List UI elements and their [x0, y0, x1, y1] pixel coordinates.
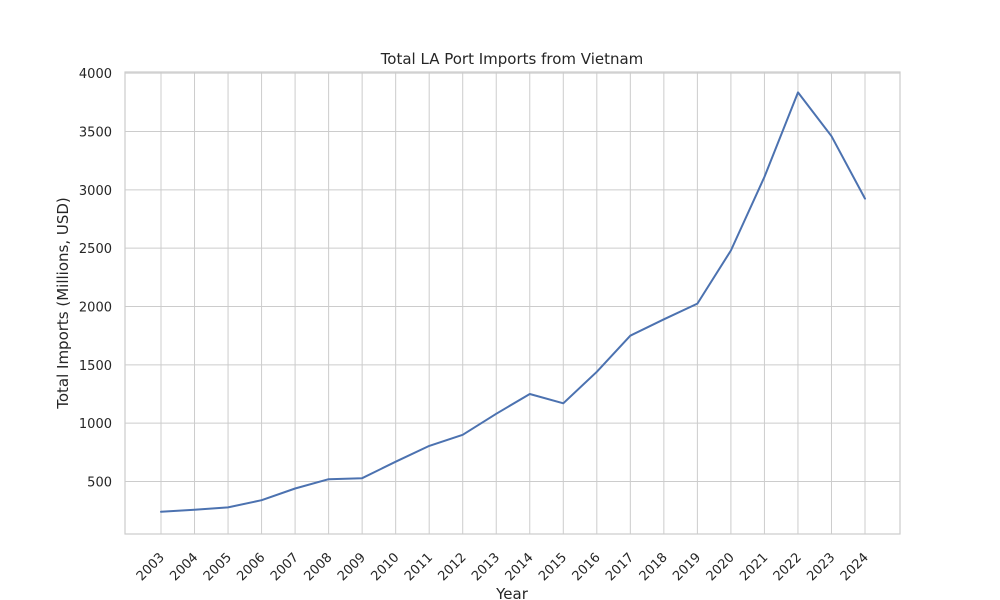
x-tick-label: 2004 [167, 550, 201, 584]
x-tick-label: 2012 [436, 550, 470, 584]
chart-title: Total LA Port Imports from Vietnam [380, 50, 644, 68]
x-tick-label: 2021 [737, 550, 771, 584]
x-tick-label: 2016 [570, 550, 604, 584]
x-tick-label: 2015 [536, 550, 570, 584]
series-line [160, 91, 866, 513]
x-tick-label: 2003 [134, 550, 168, 584]
y-tick-labels: 500 1000 1500 2000 2500 3000 3500 4000 [79, 67, 112, 490]
x-tick-label: 2007 [268, 550, 302, 584]
x-tick-label: 2020 [704, 550, 738, 584]
x-tick-label: 2005 [201, 550, 235, 584]
x-tick-label: 2014 [503, 550, 537, 584]
plot-frame [124, 71, 901, 535]
y-tick-label: 2500 [79, 242, 112, 257]
x-gridlines [160, 72, 866, 534]
y-tick-label: 500 [87, 476, 112, 491]
x-tick-label: 2018 [637, 550, 671, 584]
x-tick-label: 2006 [234, 550, 268, 584]
x-tick-label: 2022 [771, 550, 805, 584]
y-gridlines [125, 72, 900, 482]
x-tick-labels: 2003 2004 2005 2006 2007 2008 2009 2010 2011 2012… [134, 550, 872, 584]
x-tick-label: 2023 [804, 550, 838, 584]
y-tick-label: 1500 [79, 359, 112, 374]
y-tick-label: 1000 [79, 417, 112, 432]
x-tick-label: 2011 [402, 550, 436, 584]
x-tick-label: 2019 [670, 550, 704, 584]
x-tick-label: 2010 [368, 550, 402, 584]
y-tick-label: 2000 [79, 301, 112, 316]
x-tick-label: 2008 [301, 550, 335, 584]
x-tick-label: 2024 [838, 550, 872, 584]
x-tick-label: 2009 [335, 550, 369, 584]
y-tick-label: 3500 [79, 126, 112, 141]
x-tick-label: 2013 [469, 550, 503, 584]
y-tick-label: 3000 [79, 184, 112, 199]
x-tick-label: 2017 [603, 550, 637, 584]
series-group [160, 91, 866, 513]
y-axis-label: Total Imports (Millions, USD) [54, 197, 72, 410]
y-tick-label: 4000 [79, 67, 112, 82]
x-axis-label: Year [495, 585, 529, 600]
